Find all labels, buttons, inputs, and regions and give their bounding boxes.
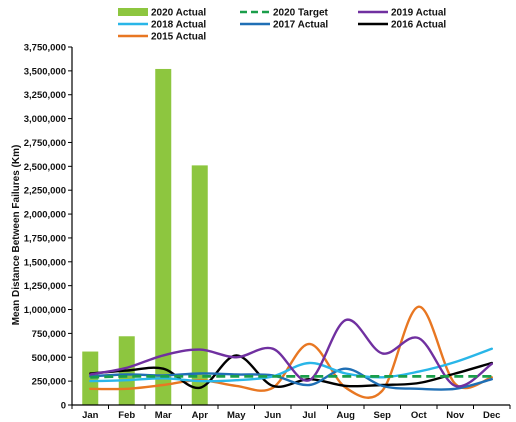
legend-label-2016-actual: 2016 Actual: [391, 20, 446, 31]
line-2020-target: [90, 374, 492, 379]
y-tick-label: 1,000,000: [24, 305, 66, 316]
x-tick-label: Apr: [192, 410, 209, 421]
x-tick-label: Jul: [302, 410, 316, 421]
y-tick-label: 250,000: [32, 377, 66, 388]
legend-label-2017-actual: 2017 Actual: [273, 20, 328, 31]
y-tick-label: 2,750,000: [24, 138, 66, 149]
x-tick-label: Sep: [374, 410, 392, 421]
y-tick-label: 0: [61, 401, 66, 412]
y-tick-label: 1,500,000: [24, 257, 66, 268]
line-2015-actual: [89, 305, 493, 399]
y-tick-label: 1,250,000: [24, 281, 66, 292]
x-tick-label: Jan: [82, 410, 99, 421]
line-2019-actual: [89, 318, 493, 388]
y-tick-label: 3,250,000: [24, 90, 66, 101]
x-tick-label: Dec: [483, 410, 500, 421]
x-tick-label: Jun: [264, 410, 281, 421]
y-tick-label: 2,000,000: [24, 210, 66, 221]
legend-label-2018-actual: 2018 Actual: [151, 20, 206, 31]
legend-label-2020-actual: 2020 Actual: [151, 8, 206, 19]
y-tick-label: 3,750,000: [24, 43, 66, 54]
line-2016-actual: [89, 354, 493, 390]
x-tick-label: Feb: [118, 410, 135, 421]
x-tick-label: Nov: [446, 410, 465, 421]
legend-swatch-2020-actual: [118, 8, 148, 16]
y-tick-labels: 0 250,000 500,000 750,000 1,000,000 1,250,000…: [24, 43, 66, 412]
y-tick-label: 500,000: [32, 353, 66, 364]
y-tick-label: 2,250,000: [24, 186, 66, 197]
x-tick-label: Oct: [411, 410, 428, 421]
x-tick-label: May: [227, 410, 246, 421]
axes: [68, 46, 511, 409]
y-tick-label: 1,750,000: [24, 233, 66, 244]
x-tick-label: Aug: [337, 410, 356, 421]
y-tick-label: 3,000,000: [24, 114, 66, 125]
lines: [89, 305, 493, 399]
legend-label-2015-actual: 2015 Actual: [151, 32, 206, 43]
bar-2020-actual-apr: [191, 165, 208, 405]
bar-2020-actual-jan: [82, 351, 99, 405]
bars: [82, 68, 208, 405]
legend-label-2019-actual: 2019 Actual: [391, 8, 446, 19]
legend-label-2020-target: 2020 Target: [273, 8, 329, 19]
y-tick-label: 750,000: [32, 329, 66, 340]
y-axis-title: Mean Distance Between Failures (Km): [11, 145, 22, 326]
bar-2020-actual-mar: [155, 68, 172, 405]
y-tick-label: 2,500,000: [24, 162, 66, 173]
x-tick-labels: Jan Feb Mar Apr May Jun Jul Aug Sep Oct Nov Dec: [82, 410, 500, 421]
legend: 2020 Actual 2020 Target 2019 Actual 2018 Ac…: [118, 8, 446, 43]
y-tick-label: 3,500,000: [24, 66, 66, 77]
x-tick-label: Mar: [155, 410, 172, 421]
line-2017-actual: [89, 367, 493, 391]
